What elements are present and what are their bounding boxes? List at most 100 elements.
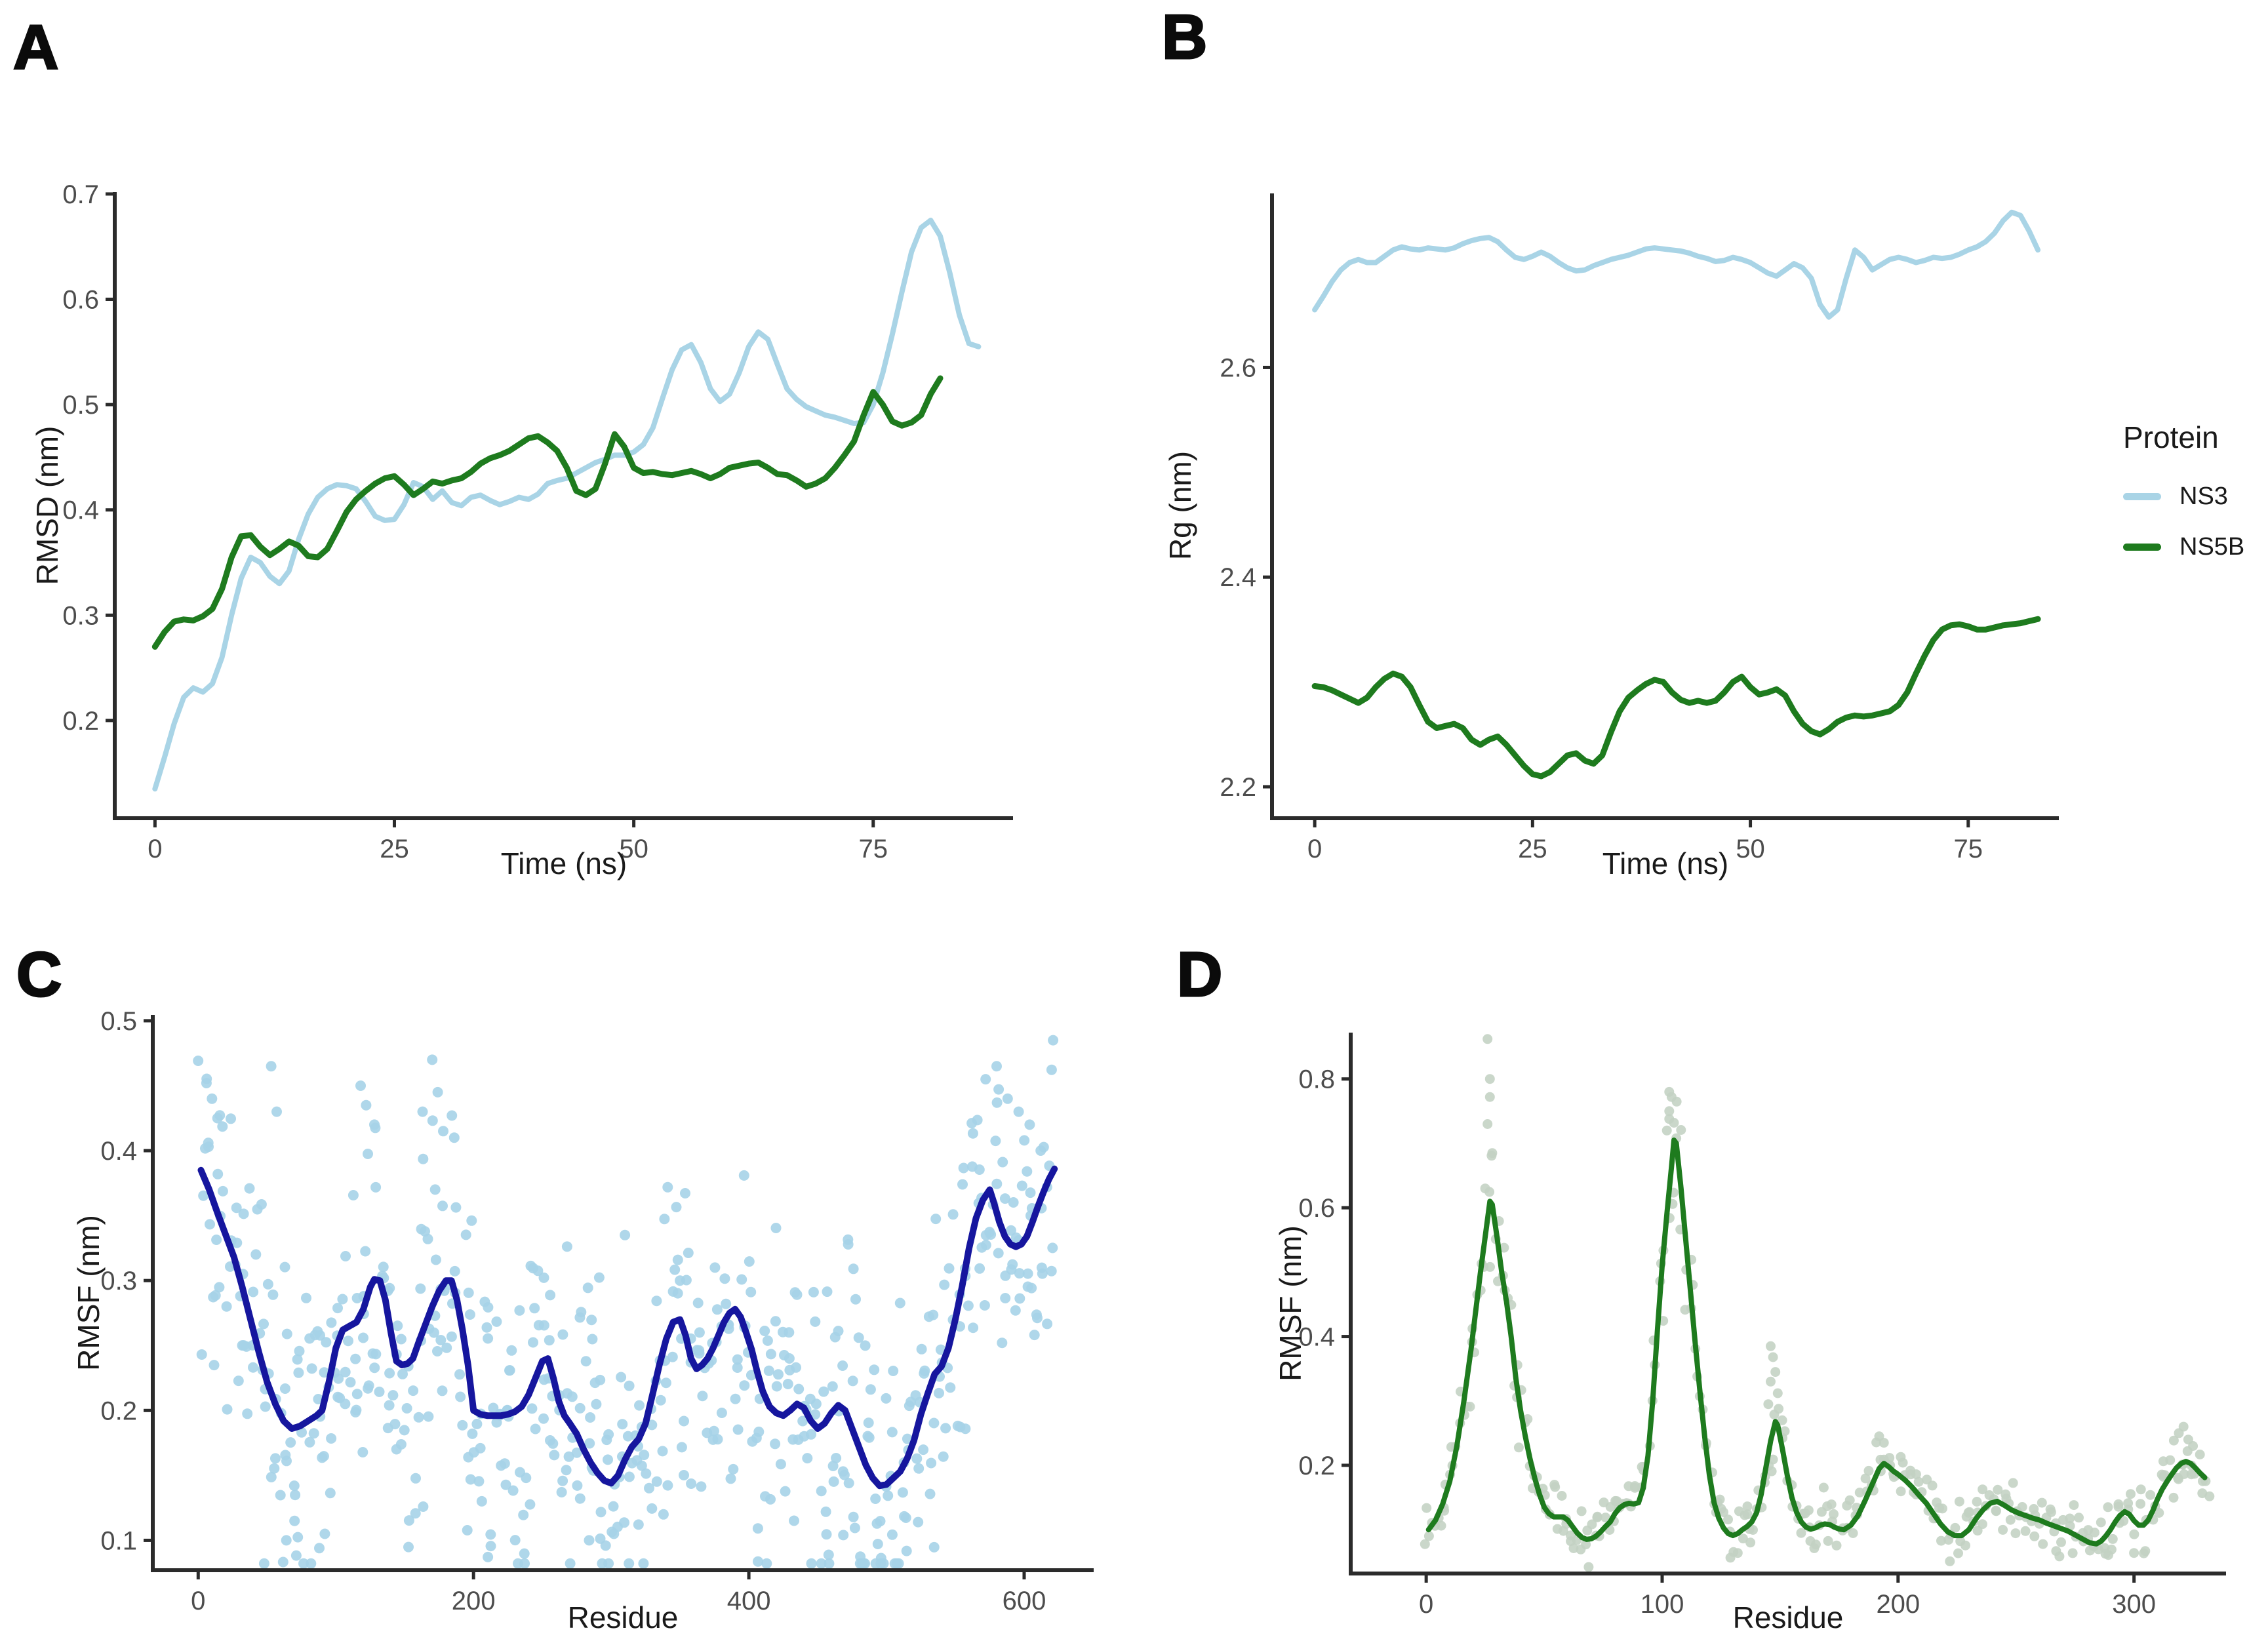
C-y-tick-label: 0.4 [100, 1137, 137, 1166]
scatter-point [603, 1454, 613, 1465]
scatter-outlier-point [1770, 1367, 1781, 1377]
scatter-point [979, 1300, 990, 1311]
scatter-point [679, 1470, 689, 1480]
scatter-point [928, 1309, 939, 1320]
scatter-point [810, 1409, 821, 1420]
scatter-point [2106, 1544, 2117, 1554]
scatter-point [446, 1331, 457, 1342]
B-y-tick-label: 2.6 [1220, 353, 1256, 382]
B-ns3-line [1312, 209, 2041, 320]
scatter-point [401, 1403, 412, 1414]
scatter-point [641, 1468, 652, 1479]
scatter-point [843, 1478, 854, 1489]
scatter-point [306, 1558, 317, 1569]
scatter-point [651, 1296, 662, 1307]
scatter-point [708, 1425, 719, 1436]
D-x-tick-label: 300 [2112, 1590, 2156, 1619]
scatter-point [521, 1473, 532, 1484]
scatter-point [928, 1417, 940, 1429]
scatter-point [258, 1318, 269, 1330]
scatter-point [418, 1501, 429, 1512]
scatter-point [1006, 1264, 1017, 1275]
scatter-point [940, 1423, 951, 1434]
scatter-outlier-point [980, 1074, 991, 1085]
scatter-point [1557, 1491, 1567, 1501]
scatter-point [221, 1301, 232, 1312]
scatter-point [2119, 1516, 2129, 1526]
scatter-point [378, 1261, 389, 1273]
scatter-outlier-point [1482, 1119, 1493, 1129]
panel-a-letter: A [12, 12, 60, 84]
scatter-point [1436, 1520, 1446, 1531]
scatter-point [793, 1383, 805, 1395]
scatter-point [712, 1434, 723, 1445]
scatter-point [427, 1115, 438, 1126]
scatter-point [865, 1384, 876, 1395]
D-y-tick-label: 0.6 [1298, 1194, 1335, 1223]
scatter-outlier-point [212, 1113, 223, 1124]
scatter-point [934, 1387, 944, 1398]
scatter-point [765, 1494, 776, 1505]
scatter-point [491, 1316, 502, 1327]
scatter-point [659, 1214, 670, 1225]
scatter-point [808, 1286, 819, 1297]
scatter-point [775, 1459, 786, 1470]
scatter-point [518, 1509, 529, 1520]
scatter-point [333, 1373, 344, 1384]
scatter-point [893, 1558, 904, 1569]
scatter-point [780, 1486, 791, 1497]
scatter-point [591, 1398, 602, 1410]
scatter-point [985, 1229, 997, 1240]
scatter-point [582, 1282, 593, 1294]
scatter-outlier-point [1763, 1399, 1774, 1410]
scatter-point [1422, 1503, 1432, 1513]
scatter-point [2010, 1528, 2021, 1539]
scatter-point [1719, 1507, 1728, 1517]
scatter-point [1732, 1548, 1743, 1558]
scatter-point [248, 1286, 259, 1297]
scatter-point [644, 1482, 654, 1494]
scatter-point [1818, 1482, 1829, 1493]
scatter-point [1036, 1262, 1047, 1273]
scatter-point [2074, 1513, 2084, 1523]
scatter-point [1826, 1499, 1837, 1510]
scatter-outlier-point [417, 1106, 428, 1117]
scatter-point [483, 1333, 494, 1344]
scatter-outlier-point [1766, 1341, 1776, 1351]
scatter-point [667, 1351, 678, 1362]
scatter-point [833, 1326, 844, 1337]
scatter-point [538, 1320, 549, 1331]
scatter-point [2067, 1548, 2078, 1558]
scatter-point [504, 1365, 515, 1376]
scatter-point [266, 1472, 277, 1482]
scatter-point [403, 1515, 414, 1526]
C-y-tick-label: 0.5 [100, 1007, 137, 1036]
scatter-point [244, 1183, 255, 1194]
scatter-point [918, 1444, 929, 1455]
scatter-point [418, 1153, 429, 1164]
scatter-point [1016, 1180, 1027, 1191]
scatter-point [465, 1474, 476, 1485]
scatter-point [363, 1149, 373, 1159]
scatter-point [773, 1369, 784, 1380]
scatter-point [301, 1292, 311, 1303]
scatter-point [1420, 1539, 1430, 1549]
scatter-outlier-point [848, 1511, 859, 1522]
scatter-point [902, 1433, 913, 1444]
scatter-point [567, 1391, 578, 1402]
scatter-point [694, 1348, 705, 1359]
scatter-point [692, 1297, 704, 1309]
scatter-point [603, 1558, 614, 1569]
scatter-outlier-point [820, 1506, 831, 1517]
scatter-point [231, 1237, 243, 1248]
scatter-outlier-point [1002, 1093, 1013, 1104]
scatter-point [1499, 1242, 1509, 1253]
scatter-point [863, 1417, 874, 1429]
scatter-point [694, 1327, 705, 1338]
scatter-point [2037, 1497, 2047, 1508]
scatter-point [538, 1272, 549, 1283]
scatter-point [500, 1479, 511, 1490]
scatter-point [2204, 1491, 2215, 1501]
scatter-point [1863, 1465, 1874, 1476]
panel-b-y-axis-title: Rg (nm) [1163, 450, 1197, 561]
